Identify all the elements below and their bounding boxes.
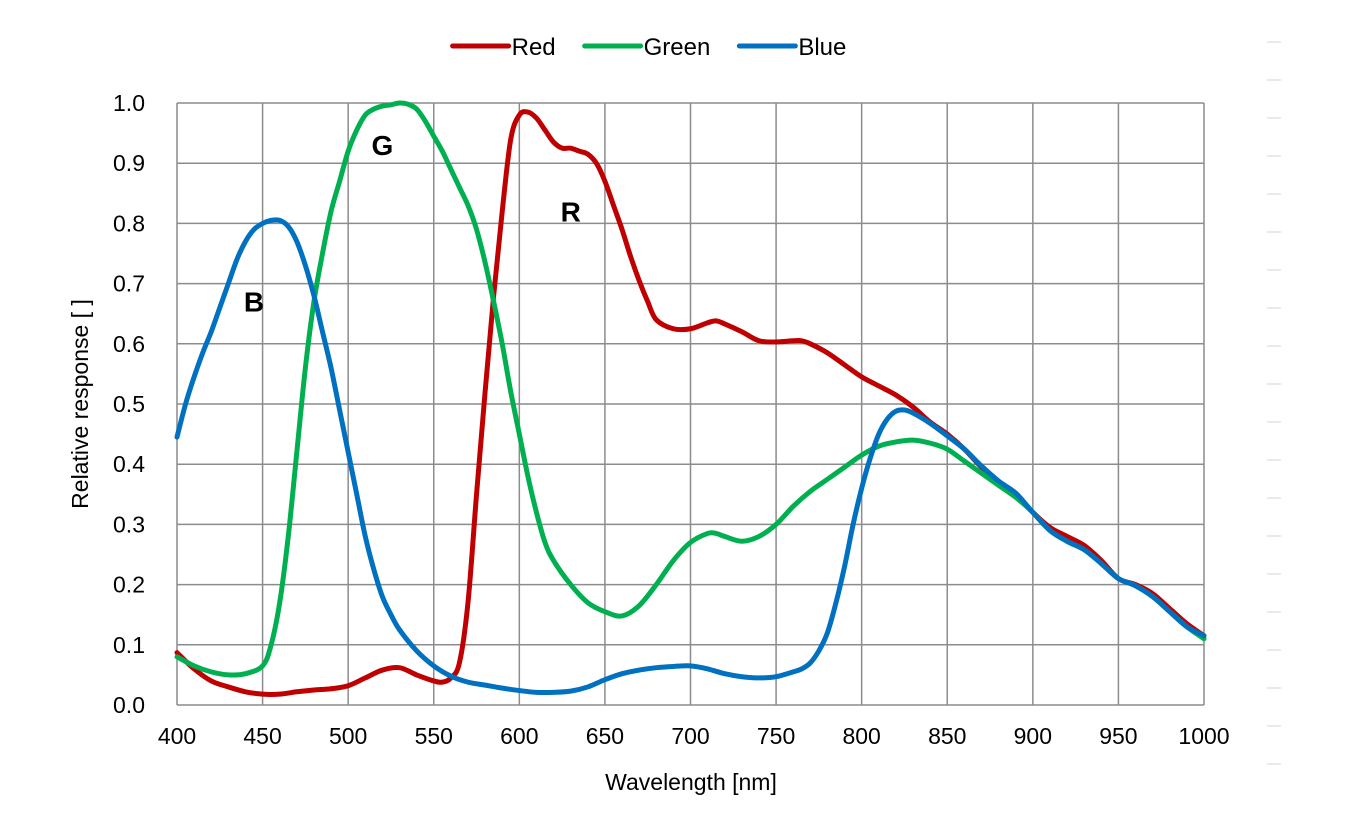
annotation-g: G <box>372 130 394 161</box>
y-tick-label: 0.8 <box>113 210 145 236</box>
y-tick-label: 1.0 <box>113 90 145 116</box>
annotation-b: B <box>244 287 264 318</box>
x-tick-label: 750 <box>757 723 795 749</box>
x-tick-label: 500 <box>329 723 367 749</box>
grid-lines <box>176 102 1205 706</box>
x-tick-label: 850 <box>928 723 966 749</box>
x-tick-label: 900 <box>1014 723 1052 749</box>
curve-annotations: G R B <box>244 130 581 318</box>
x-axis-tick-labels: 400 450 500 550 600 650 700 750 800 850 900 950 1000 <box>158 723 1230 749</box>
legend-label-green: Green <box>644 34 711 61</box>
y-tick-label: 0.1 <box>113 632 145 658</box>
y-tick-label: 0.5 <box>113 391 145 417</box>
y-axis-tick-labels: 0.0 0.1 0.2 0.3 0.4 0.5 0.6 0.7 0.8 0.9 1.0 <box>113 90 145 718</box>
legend: Red Green Blue <box>450 34 846 61</box>
series-lines <box>174 100 1207 697</box>
x-tick-label: 1000 <box>1178 723 1229 749</box>
x-tick-label: 400 <box>158 723 196 749</box>
x-tick-label: 450 <box>243 723 281 749</box>
x-tick-label: 700 <box>671 723 709 749</box>
y-tick-label: 0.3 <box>113 511 145 537</box>
x-tick-label: 650 <box>586 723 624 749</box>
series-line-blue <box>174 217 1207 696</box>
y-tick-label: 0.9 <box>113 150 145 176</box>
annotation-r: R <box>561 196 581 227</box>
y-tick-label: 0.4 <box>113 451 145 477</box>
y-tick-label: 0.6 <box>113 331 145 357</box>
y-tick-label: 0.7 <box>113 271 145 297</box>
series-line-green <box>174 100 1207 678</box>
x-tick-label: 950 <box>1099 723 1137 749</box>
x-tick-label: 550 <box>415 723 453 749</box>
right-edge-marks <box>1267 41 1281 765</box>
x-axis-title: Wavelength [nm] <box>605 769 777 795</box>
legend-label-blue: Blue <box>798 34 846 61</box>
y-tick-label: 0.2 <box>113 572 145 598</box>
y-axis-title: Relative response [ ] <box>67 299 93 509</box>
y-tick-label: 0.0 <box>113 692 145 718</box>
legend-label-red: Red <box>512 34 556 61</box>
x-tick-label: 800 <box>842 723 880 749</box>
x-tick-label: 600 <box>500 723 538 749</box>
